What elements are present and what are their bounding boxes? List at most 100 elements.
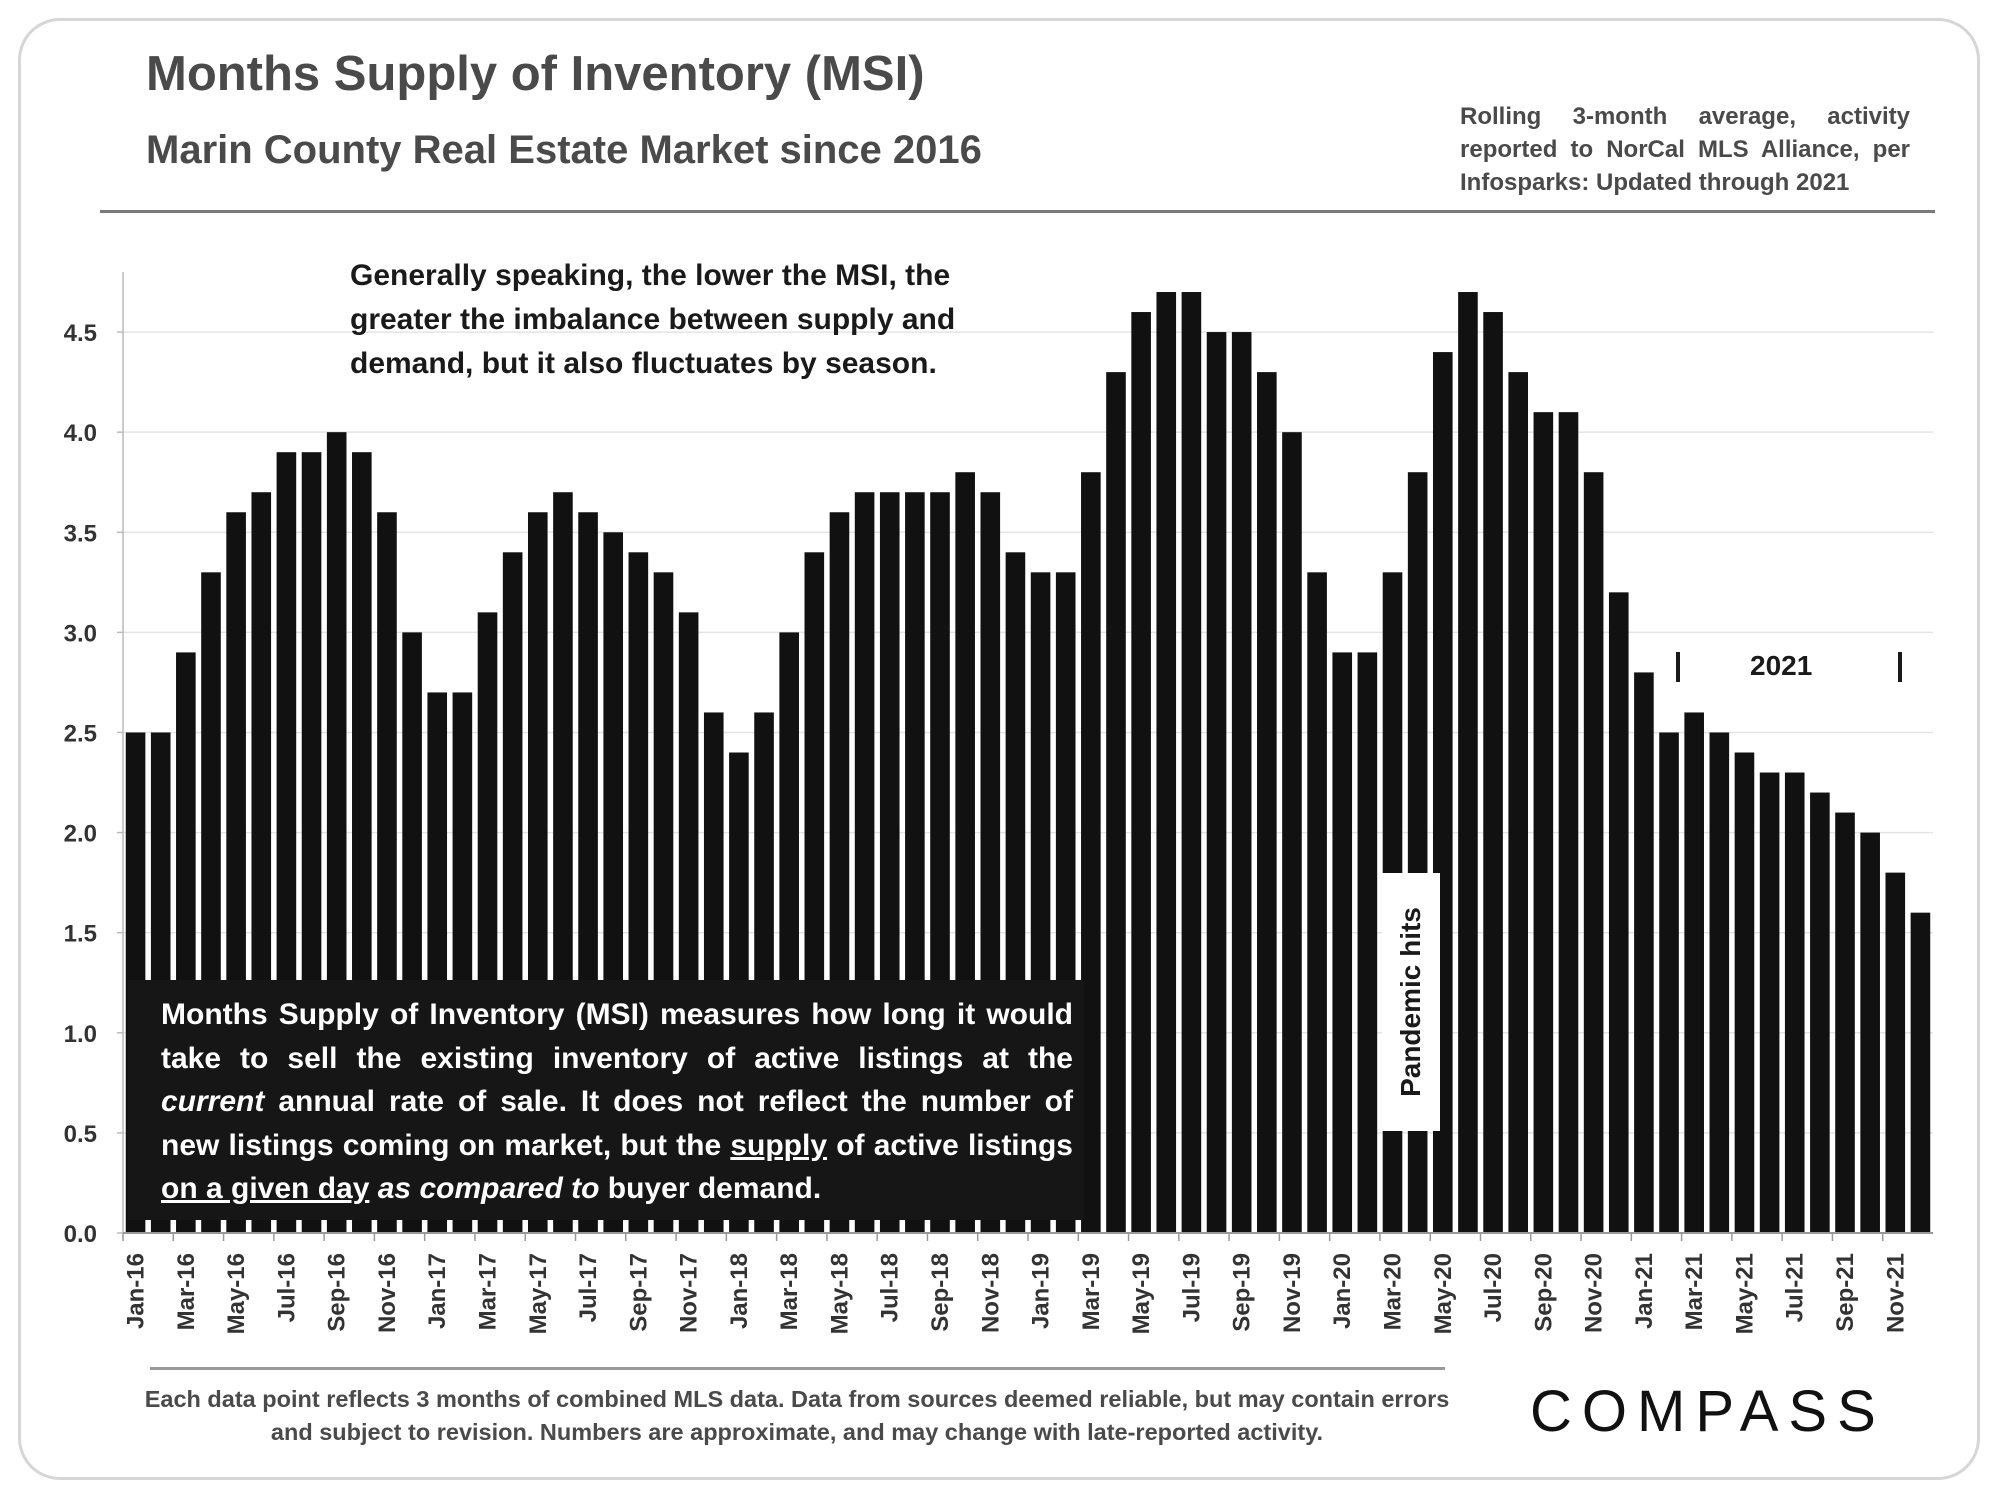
x-tick-label: Nov-16: [374, 1253, 401, 1333]
y-tick-label: 0.0: [64, 1221, 97, 1248]
y-tick-label: 4.5: [64, 320, 97, 347]
x-tick-label: May-21: [1731, 1253, 1758, 1334]
bar-Jul-20: [1483, 312, 1503, 1234]
bar-May-21: [1734, 752, 1755, 1233]
y-tick-label: 4.0: [64, 420, 97, 447]
x-tick-label: Sep-20: [1530, 1253, 1557, 1332]
y-tick-label: 3.0: [64, 620, 97, 647]
definition-current: current: [161, 1085, 265, 1118]
bar-Jun-21: [1759, 772, 1780, 1233]
bar-Apr-19: [1106, 372, 1126, 1234]
x-tick-label: May-20: [1430, 1253, 1457, 1334]
bar-Aug-21: [1810, 792, 1830, 1233]
x-tick-label: Nov-19: [1279, 1253, 1306, 1333]
x-tick-label: Jan-18: [726, 1253, 753, 1329]
compass-logo: COMPASS: [1530, 1379, 1886, 1444]
pandemic-marker-box: [1382, 873, 1440, 1131]
x-tick-label: Nov-20: [1581, 1253, 1608, 1333]
x-tick-label: Jan-19: [1028, 1253, 1055, 1329]
bar-Aug-19: [1206, 332, 1227, 1233]
y-tick-label: 1.5: [64, 921, 97, 948]
x-tick-label: Mar-21: [1681, 1253, 1708, 1330]
definition-text-3: of active listings: [827, 1128, 1073, 1162]
definition-text-1: Months Supply of Inventory (MSI) measure…: [161, 998, 1073, 1075]
x-tick-label: Jan-16: [123, 1253, 150, 1329]
pandemic-label: Pandemic hits: [1395, 907, 1426, 1097]
x-tick-label: Jan-17: [424, 1253, 451, 1329]
definition-supply: supply: [730, 1128, 828, 1162]
bar-Sep-19: [1231, 332, 1252, 1233]
x-tick-label: Sep-19: [1229, 1253, 1256, 1332]
y-tick-label: 2.0: [64, 821, 97, 848]
x-tick-label: Jul-18: [877, 1253, 904, 1322]
x-tick-label: Mar-16: [173, 1253, 200, 1330]
x-tick-label: Sep-16: [324, 1253, 351, 1332]
x-tick-label: Sep-17: [625, 1253, 652, 1332]
bar-Dec-21: [1910, 912, 1931, 1233]
x-tick-label: Jul-19: [1178, 1253, 1205, 1322]
x-tick-label: Jul-21: [1782, 1253, 1809, 1322]
x-tick-label: Jan-20: [1329, 1253, 1356, 1329]
bar-Feb-20: [1357, 652, 1378, 1233]
axis-labels: 0.0 0.5 1.0 1.5 2.0 2.5 3.0 3.5 4.0 4.5 Jan-16 Mar-…: [64, 320, 1910, 1334]
x-tick-label: Jul-16: [273, 1253, 300, 1322]
definition-compared-to: as compared to: [377, 1172, 600, 1205]
x-tick-label: Mar-19: [1078, 1253, 1105, 1330]
bar-Sep-21: [1835, 812, 1855, 1233]
top-annotation: Generally speaking, the lower the MSI, t…: [350, 259, 956, 380]
bar-May-19: [1131, 312, 1151, 1234]
msi-definition-box: Months Supply of Inventory (MSI) measure…: [128, 980, 1084, 1220]
chart-subtitle: Marin County Real Estate Market since 20…: [146, 128, 982, 172]
bar-Jun-19: [1156, 292, 1177, 1233]
x-tick-label: Jul-17: [575, 1253, 602, 1322]
bar-Jan-20: [1332, 652, 1353, 1233]
header-divider: [100, 210, 1935, 213]
bar-Nov-19: [1282, 432, 1302, 1234]
year-2021-start-marker: [1676, 652, 1680, 682]
x-tick-label: Nov-18: [977, 1253, 1004, 1333]
x-tick-label: Nov-21: [1882, 1253, 1909, 1333]
x-tick-label: May-17: [525, 1253, 552, 1334]
definition-text-2: annual rate of sale. It does not reflect…: [161, 1085, 1073, 1162]
definition-text-5: buyer demand.: [599, 1172, 822, 1205]
footer-disclaimer: Each data point reflects 3 months of com…: [144, 1386, 1450, 1445]
bar-Jul-21: [1784, 772, 1805, 1233]
definition-text-4: [369, 1172, 377, 1205]
y-tick-label: 2.5: [64, 720, 97, 747]
bar-Oct-19: [1257, 372, 1277, 1234]
x-tick-label: Jul-20: [1480, 1253, 1507, 1322]
bar-Aug-20: [1508, 372, 1529, 1234]
bar-Oct-20: [1558, 412, 1579, 1233]
x-tick-label: Sep-21: [1832, 1253, 1859, 1332]
bar-Apr-21: [1709, 732, 1730, 1233]
chart-title: Months Supply of Inventory (MSI): [146, 47, 925, 101]
year-2021-label: 2021: [1750, 650, 1813, 681]
y-tick-label: 1.0: [64, 1021, 97, 1048]
bar-Sep-20: [1533, 412, 1554, 1233]
bar-Jul-19: [1181, 292, 1202, 1233]
bar-Jan-21: [1634, 672, 1654, 1233]
bar-Mar-21: [1684, 712, 1704, 1233]
y-tick-label: 0.5: [64, 1121, 97, 1148]
bar-Dec-20: [1608, 592, 1629, 1233]
x-tick-label: Mar-20: [1380, 1253, 1407, 1330]
x-tick-label: May-19: [1128, 1253, 1155, 1334]
bar-Nov-21: [1885, 872, 1906, 1233]
bar-Feb-21: [1659, 732, 1679, 1233]
x-tick-label: Jan-21: [1631, 1253, 1658, 1329]
definition-given-day: on a given day: [161, 1172, 370, 1205]
bar-Jun-20: [1458, 292, 1478, 1233]
bar-Nov-20: [1583, 472, 1604, 1233]
x-tick-label: Sep-18: [927, 1253, 954, 1332]
year-2021-end-marker: [1898, 652, 1902, 682]
source-note: Rolling 3-month average, activity report…: [1460, 103, 1910, 196]
bar-Mar-19: [1081, 472, 1101, 1233]
footer-divider: [150, 1367, 1445, 1370]
x-tick-label: May-18: [826, 1253, 853, 1334]
axes: [117, 272, 1933, 1241]
bar-Dec-19: [1307, 572, 1327, 1233]
x-tick-label: Mar-17: [475, 1253, 502, 1330]
x-tick-label: Mar-18: [776, 1253, 803, 1330]
bar-Oct-21: [1860, 832, 1880, 1233]
